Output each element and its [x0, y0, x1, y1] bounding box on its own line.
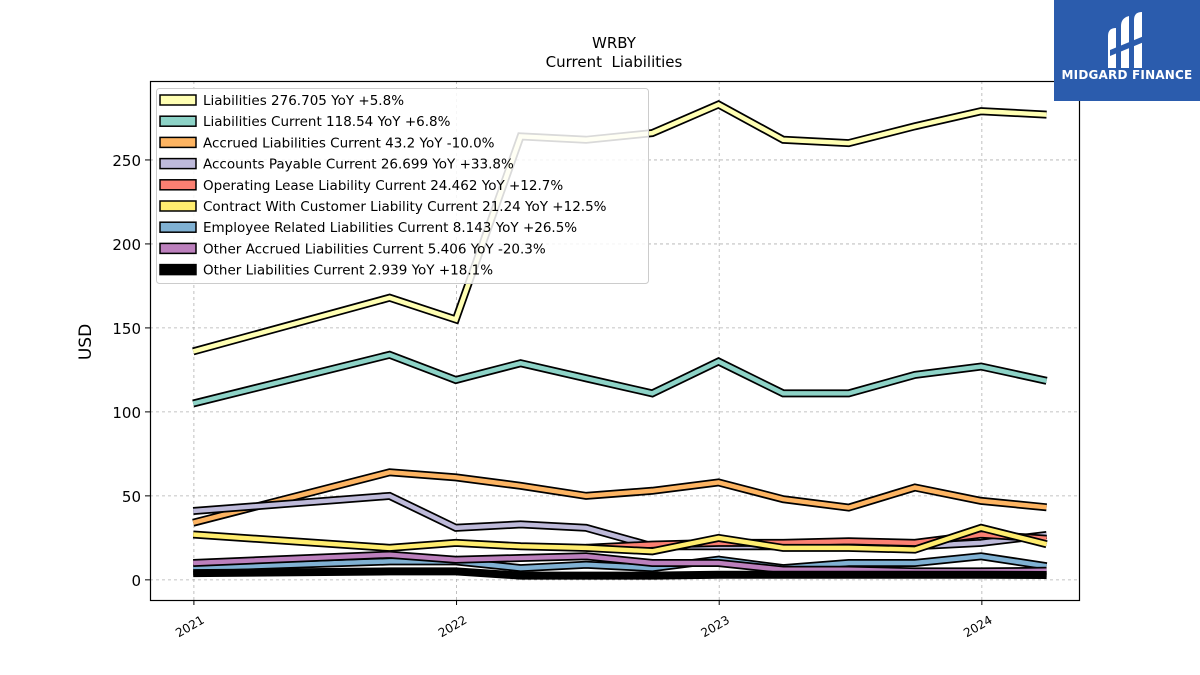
legend-swatch: [159, 263, 197, 276]
y-tick-label: 100: [112, 404, 141, 422]
plot-frame: [149, 80, 1081, 602]
midgard-finance-logo: MIDGARD FINANCE: [1054, 0, 1200, 101]
legend-label: Other Accrued Liabilities Current 5.406 …: [203, 241, 546, 257]
series-outline: [192, 350, 1048, 408]
legend-swatch: [159, 179, 197, 191]
legend-label: Liabilities Current 118.54 YoY +6.8%: [203, 114, 451, 130]
series-line: [192, 101, 1047, 354]
x-tick-label: 2023: [698, 613, 731, 640]
series-1: [192, 350, 1048, 408]
y-axis-label: USD: [76, 324, 96, 360]
legend-label: Accrued Liabilities Current 43.2 YoY -10…: [203, 135, 495, 151]
chart-subtitle: Current Liabilities: [546, 53, 683, 71]
legend-box: [156, 88, 649, 284]
series-line: [193, 525, 1048, 554]
y-tick-label: 0: [131, 572, 141, 590]
legend-label: Operating Lease Liability Current 24.462…: [203, 178, 563, 194]
legend-swatch: [159, 200, 197, 212]
series-8: [193, 567, 1047, 580]
legend-label: Liabilities 276.705 YoY +5.8%: [203, 93, 404, 109]
legend-swatch: [159, 221, 197, 233]
legend-swatch: [159, 136, 197, 149]
legend-label: Employee Related Liabilities Current 8.1…: [203, 220, 577, 236]
series-line: [192, 352, 1048, 406]
series-lines: [192, 100, 1048, 580]
legend-swatch: [159, 115, 197, 127]
x-tick-label: 2024: [961, 613, 994, 640]
legend-swatch: [159, 94, 197, 106]
legend-swatch: [159, 242, 197, 255]
x-tick-label: 2021: [173, 613, 206, 640]
legend-swatch: [159, 157, 197, 170]
series-line: [585, 532, 1047, 551]
x-tick-label: 2022: [436, 613, 469, 640]
legend-label: Other Liabilities Current 2.939 YoY +18.…: [203, 263, 493, 279]
midgard-logo-icon: [1108, 12, 1144, 68]
series-5: [192, 523, 1048, 556]
y-tick-label: 250: [112, 152, 141, 170]
series-line: [192, 470, 1047, 525]
series-2: [192, 468, 1047, 527]
logo-text: MIDGARD FINANCE: [1061, 68, 1193, 82]
y-tick-label: 200: [112, 236, 141, 254]
chart-title: WRBY: [592, 34, 637, 52]
series-0: [192, 100, 1047, 356]
legend-label: Accounts Payable Current 26.699 YoY +33.…: [203, 157, 514, 173]
series-4: [585, 530, 1047, 552]
legend-label: Contract With Customer Liability Current…: [203, 199, 607, 215]
series-line: [193, 569, 1047, 578]
y-tick-label: 150: [112, 320, 141, 338]
legend: Liabilities 276.705 YoY +5.8% Liabilities…: [156, 88, 649, 284]
y-tick-label: 50: [122, 488, 141, 506]
